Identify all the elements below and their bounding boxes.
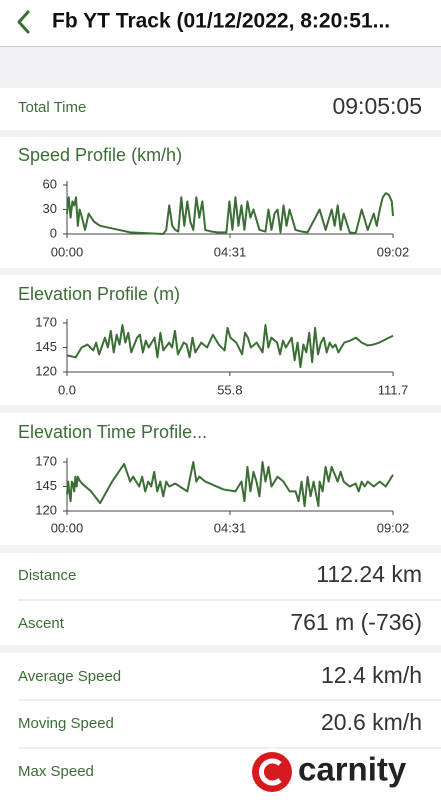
watermark: carnity — [248, 748, 407, 796]
y-tick-label: 170 — [35, 314, 57, 329]
separator — [0, 545, 441, 553]
header-title: Fb YT Track (01/12/2022, 8:20:51... — [52, 10, 390, 33]
y-tick-label: 120 — [35, 502, 57, 517]
separator — [0, 130, 441, 137]
separator — [0, 645, 441, 653]
x-tick-label: 00:00 — [51, 520, 84, 535]
stat-label: Average Speed — [18, 668, 121, 685]
y-tick-label: 0 — [50, 225, 57, 240]
separator — [0, 268, 441, 275]
x-tick-label: 09:02 — [377, 520, 410, 535]
watermark-text: carnity — [298, 751, 407, 788]
y-tick-label: 30 — [43, 201, 57, 216]
y-tick-label: 145 — [35, 339, 57, 354]
y-tick-label: 145 — [35, 478, 57, 493]
x-tick-label: 04:31 — [214, 520, 247, 535]
x-tick-label: 04:31 — [214, 244, 247, 259]
logo-badge — [252, 752, 292, 792]
y-tick-label: 120 — [35, 363, 57, 378]
x-tick-label: 09:02 — [377, 244, 410, 259]
x-tick-label: 0.0 — [58, 382, 76, 397]
logo-mark — [259, 758, 282, 786]
total-time-label: Total Time — [18, 99, 86, 116]
data-line — [66, 192, 394, 235]
x-tick-label: 55.8 — [217, 382, 242, 397]
back-button[interactable] — [17, 10, 30, 34]
stat-label: Max Speed — [18, 763, 94, 780]
y-tick-label: 60 — [43, 176, 57, 191]
stat-value: 761 m (-736) — [290, 609, 422, 635]
total-time-value: 09:05:05 — [332, 93, 422, 119]
data-line — [66, 323, 394, 369]
stat-value: 12.4 km/h — [321, 662, 422, 688]
stat-label: Ascent — [18, 615, 65, 632]
data-line — [66, 461, 394, 508]
stat-value: 20.6 km/h — [321, 709, 422, 735]
stat-value: 112.24 km — [316, 561, 422, 587]
stat-label: Distance — [18, 567, 76, 584]
chart-title: Speed Profile (km/h) — [18, 145, 182, 165]
stat-label: Moving Speed — [18, 715, 114, 732]
y-tick-label: 170 — [35, 453, 57, 468]
spacer — [0, 47, 441, 88]
chart-title: Elevation Profile (m) — [18, 284, 180, 304]
x-tick-label: 00:00 — [51, 244, 84, 259]
separator — [0, 405, 441, 413]
x-tick-label: 111.7 — [378, 382, 409, 397]
chart-title: Elevation Time Profile... — [18, 422, 207, 442]
